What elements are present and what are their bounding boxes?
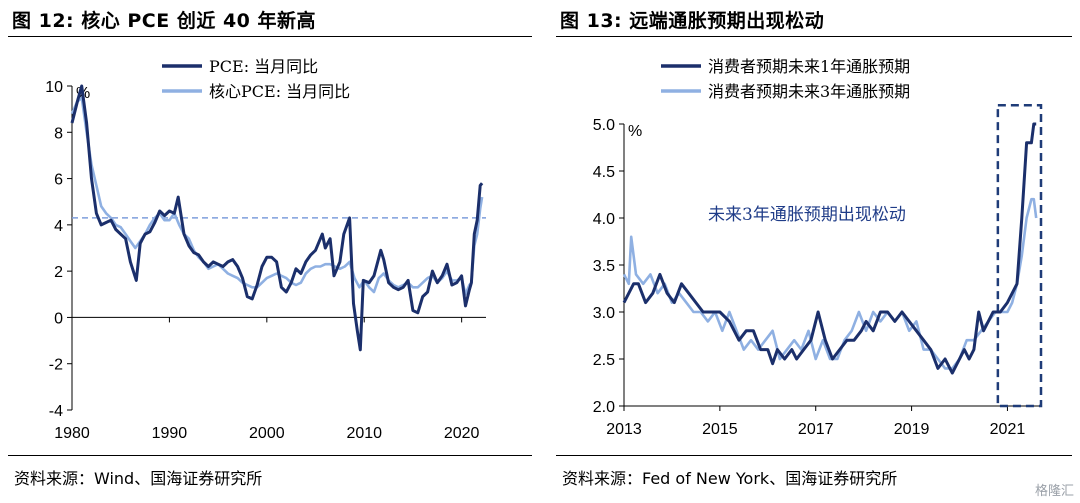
figure-13-panel: 图 13: 远端通胀预期出现松动 2.0 2.5 3.0 3.5 4.0 4.5 5.0 20… xyxy=(548,0,1080,503)
y-tick-label: 0 xyxy=(54,310,63,327)
y-tick-label: -2 xyxy=(49,357,63,374)
y-tick-label: 3.5 xyxy=(593,258,615,275)
figure-13-title-rule xyxy=(556,36,1072,37)
x-tick-label: 1980 xyxy=(54,425,90,442)
x-tick-label: 2000 xyxy=(249,425,285,442)
y-tick-label: 4.5 xyxy=(593,164,615,181)
y-tick-label: 10 xyxy=(45,79,63,96)
watermark-logo: 格隆汇 xyxy=(1034,484,1074,499)
x-tick-label: 2017 xyxy=(798,421,834,438)
x-tick-label: 2020 xyxy=(444,425,480,442)
series-line-1 xyxy=(622,122,1037,375)
y-tick-label: 2 xyxy=(54,264,63,281)
figure-12-source-rule xyxy=(8,455,532,456)
y-tick-label: 3.0 xyxy=(593,305,615,322)
unit-label: % xyxy=(628,123,642,140)
x-tick-label: 2019 xyxy=(894,421,930,438)
legend-label: PCE: 当月同比 xyxy=(209,57,318,76)
figure-12-title: 图 12: 核心 PCE 创近 40 年新高 xyxy=(12,10,317,32)
series-line-1 xyxy=(70,84,484,352)
y-tick-label: 8 xyxy=(54,125,63,142)
x-tick-label: 2015 xyxy=(702,421,738,438)
figure-12-title-rule xyxy=(8,36,532,37)
y-tick-label: -4 xyxy=(49,403,63,420)
legend-label: 消费者预期未来1年通胀预期 xyxy=(708,57,910,76)
y-tick-label: 4.0 xyxy=(593,211,615,228)
figure-13-title: 图 13: 远端通胀预期出现松动 xyxy=(560,10,825,32)
figure-13-source: 资料来源：Fed of New York、国海证券研究所 xyxy=(562,469,898,488)
inflation-expectations-chart: 2.0 2.5 3.0 3.5 4.0 4.5 5.0 2013 2015 2017 2019 202… xyxy=(593,57,1043,438)
legend-label: 核心PCE: 当月同比 xyxy=(209,82,350,101)
figure-12-source: 资料来源：Wind、国海证券研究所 xyxy=(14,469,263,488)
annotation-text: 未来3年通胀预期出现松动 xyxy=(708,205,906,225)
y-tick-label: 5.0 xyxy=(593,117,615,134)
x-tick-label: 1990 xyxy=(152,425,188,442)
x-tick-label: 2010 xyxy=(346,425,382,442)
x-tick-label: 2013 xyxy=(606,421,642,438)
legend-label: 消费者预期未来3年通胀预期 xyxy=(708,82,910,101)
y-tick-label: 4 xyxy=(54,218,63,235)
x-tick-label: 2021 xyxy=(990,421,1026,438)
y-tick-label: 2.0 xyxy=(593,399,615,416)
figure-12-panel: 图 12: 核心 PCE 创近 40 年新高 -4 -2 0 2 4 6 8 10 1980 19… xyxy=(8,10,532,488)
highlight-box xyxy=(996,103,1043,408)
y-tick-label: 6 xyxy=(54,172,63,189)
figure-13-source-rule xyxy=(556,455,1072,456)
y-tick-label: 2.5 xyxy=(593,352,615,369)
